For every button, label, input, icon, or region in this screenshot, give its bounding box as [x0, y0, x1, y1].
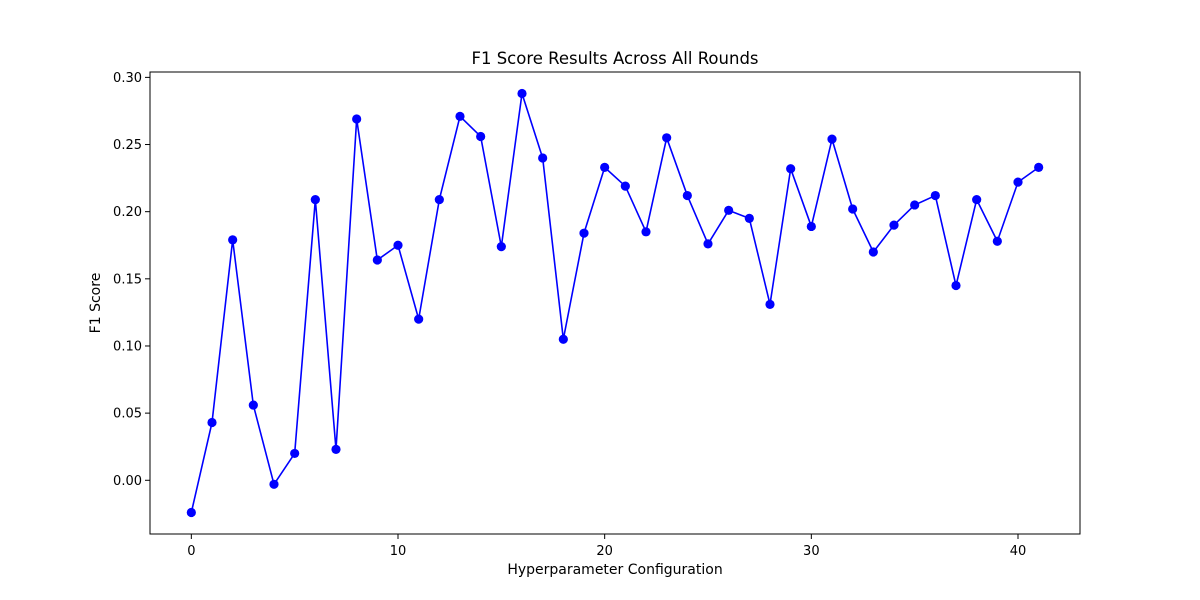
y-tick-label-5: 0.25 [113, 138, 142, 153]
data-point-30 [806, 221, 816, 232]
data-point-34 [889, 220, 899, 230]
data-point-26 [724, 205, 734, 215]
data-point-6 [310, 194, 320, 205]
data-point-2 [228, 235, 238, 245]
data-point-21 [620, 181, 630, 191]
data-point-36 [930, 190, 940, 201]
data-point-38 [972, 194, 982, 205]
data-point-17 [538, 153, 548, 163]
plot-frame [149, 71, 1081, 535]
y-tick-label-6: 0.30 [113, 71, 142, 86]
data-point-14 [476, 131, 486, 142]
data-point-12 [434, 194, 444, 205]
x-tick-label-1: 10 [390, 544, 407, 559]
data-point-31 [827, 134, 837, 144]
data-point-19 [579, 228, 589, 238]
x-axis-ticks: 0 10 20 30 40 [187, 534, 1026, 559]
data-point-28 [765, 299, 775, 309]
y-axis-label: F1 Score [88, 273, 104, 334]
data-point-41 [1034, 162, 1044, 172]
data-point-7 [331, 444, 341, 454]
data-point-33 [868, 247, 878, 257]
data-point-25 [703, 239, 713, 249]
data-point-11 [414, 314, 424, 324]
data-point-0 [186, 507, 196, 518]
data-point-10 [393, 240, 403, 250]
data-point-24 [682, 190, 692, 201]
data-point-35 [910, 200, 920, 210]
data-point-40 [1013, 177, 1023, 187]
x-axis-label: Hyperparameter Configuration [507, 562, 722, 578]
data-point-16 [517, 88, 527, 99]
plot-area [149, 71, 1081, 535]
series-line [190, 92, 1040, 513]
x-tick-label-4: 40 [1010, 544, 1027, 559]
y-tick-label-1: 0.05 [113, 407, 142, 422]
chart-title: F1 Score Results Across All Rounds [471, 49, 758, 68]
data-point-39 [992, 236, 1002, 246]
data-point-32 [848, 204, 858, 214]
y-tick-label-4: 0.20 [113, 205, 142, 220]
data-point-5 [290, 448, 300, 459]
x-tick-label-3: 30 [803, 544, 820, 559]
y-tick-label-2: 0.10 [113, 339, 142, 354]
data-point-29 [786, 164, 796, 174]
y-axis-ticks: 0.00 0.05 0.10 0.15 0.20 0.25 0.30 [113, 71, 150, 489]
data-point-4 [269, 479, 279, 489]
x-tick-label-2: 20 [596, 544, 613, 559]
data-point-18 [558, 334, 568, 344]
data-point-23 [662, 133, 672, 143]
data-point-3 [248, 400, 258, 410]
data-point-27 [744, 213, 754, 223]
data-point-13 [455, 111, 465, 121]
data-point-15 [496, 241, 506, 252]
data-point-22 [641, 227, 651, 237]
y-tick-label-3: 0.15 [113, 272, 142, 287]
data-point-1 [207, 417, 217, 428]
x-tick-label-0: 0 [187, 544, 195, 559]
data-point-9 [372, 255, 382, 265]
y-tick-label-0: 0.00 [113, 474, 142, 489]
data-layer [186, 88, 1044, 518]
data-point-8 [352, 114, 362, 124]
data-point-37 [951, 280, 961, 291]
data-point-20 [600, 162, 610, 172]
